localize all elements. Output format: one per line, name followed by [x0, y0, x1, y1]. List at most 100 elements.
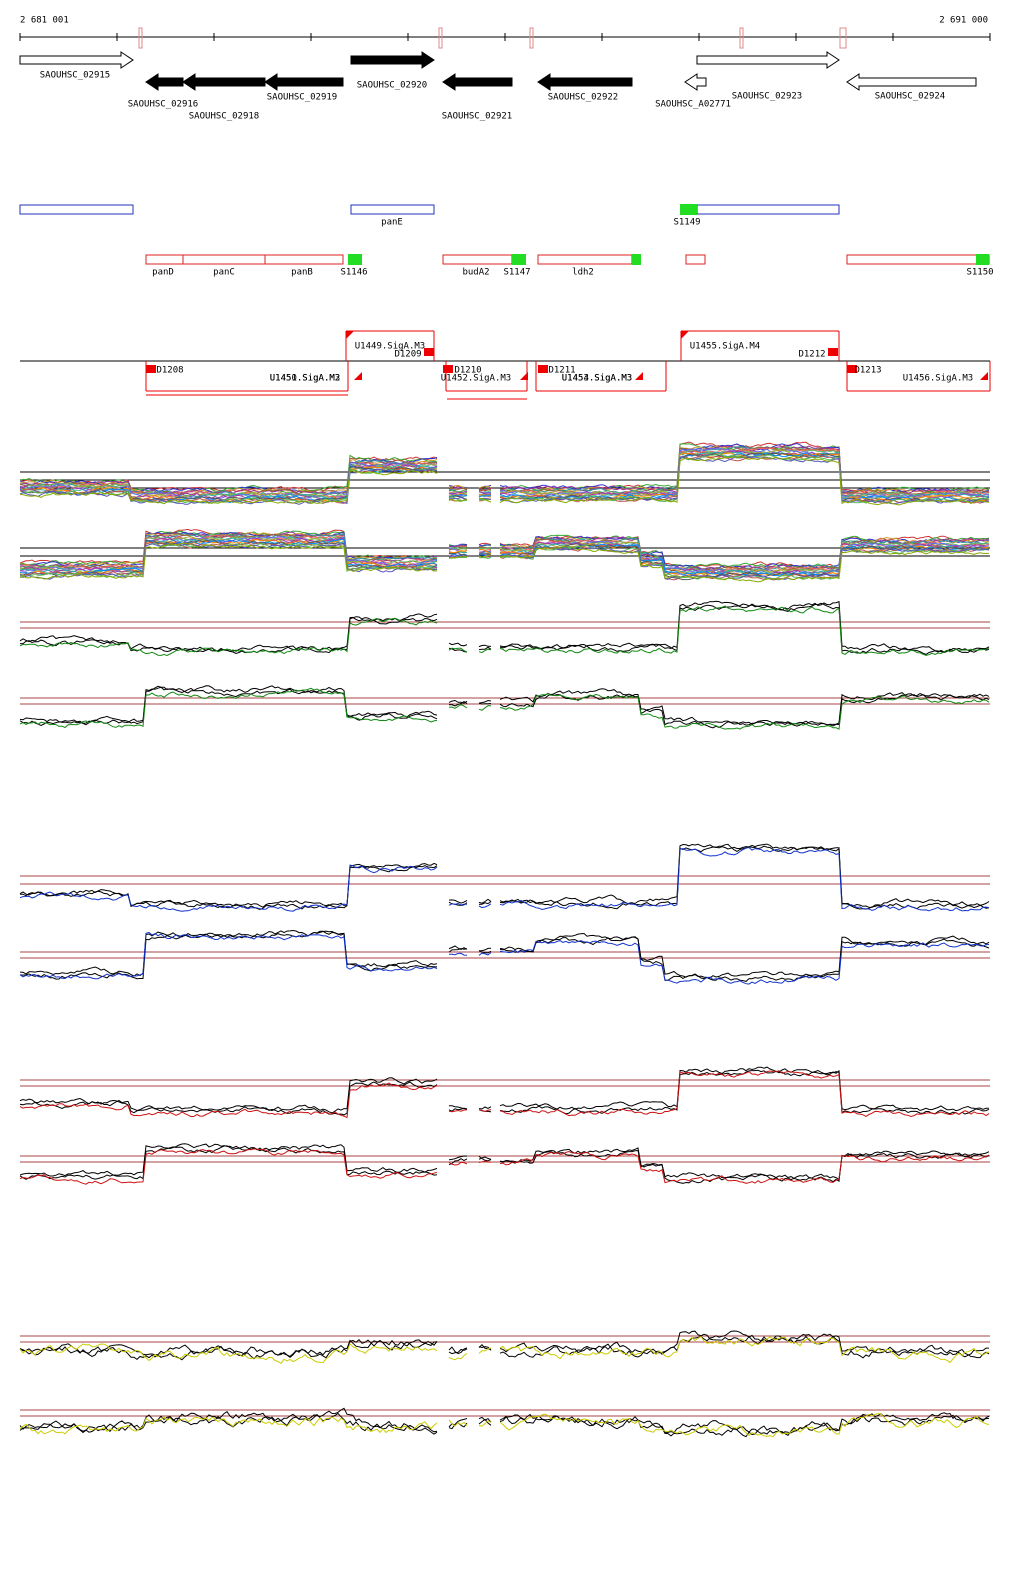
expression-trace [19, 1407, 438, 1434]
gene-arrow [350, 51, 435, 69]
expression-trace [448, 947, 468, 953]
regulatory-label: D1209 [394, 350, 421, 360]
gene-label: SAOUHSC_02922 [548, 93, 618, 103]
terminator [538, 365, 548, 373]
expression-trace [448, 1161, 468, 1166]
operon-box [350, 204, 435, 215]
expression-trace [19, 862, 438, 909]
terminator [828, 348, 838, 356]
expression-trace [499, 932, 990, 979]
ruler-end: 2 691 000 [939, 16, 988, 26]
expression-trace [499, 1149, 990, 1184]
terminator [443, 365, 453, 373]
expression-trace [448, 703, 468, 709]
gene-arrow [684, 73, 707, 91]
expression-trace [19, 931, 438, 980]
sigma-box [680, 204, 697, 215]
operon-box [19, 204, 134, 215]
expression-trace [19, 542, 438, 578]
expression-trace [499, 843, 990, 910]
gene-arrow [442, 73, 513, 91]
expression-trace [478, 646, 492, 651]
regulatory-label: D1212 [798, 350, 825, 360]
ruler-marker [739, 27, 744, 49]
expression-trace [478, 551, 492, 555]
expression-trace [448, 1353, 468, 1361]
expression-trace [499, 535, 990, 569]
expression-trace [499, 846, 990, 912]
expression-trace [499, 1335, 990, 1364]
expression-trace [499, 602, 990, 655]
feature-label: panD [152, 268, 174, 278]
expression-trace [19, 1081, 438, 1116]
gene-arrow [696, 51, 840, 69]
expression-trace [499, 1330, 990, 1359]
expression-trace [499, 843, 990, 909]
expression-trace [19, 863, 438, 911]
expression-trace [19, 469, 438, 505]
expression-trace [19, 685, 438, 726]
ruler-start: 2 681 001 [20, 16, 69, 26]
expression-trace [19, 930, 438, 980]
expression-trace [448, 642, 468, 647]
gene-arrow [19, 51, 134, 69]
expression-trace [19, 1077, 438, 1114]
expression-trace [478, 898, 492, 904]
gene-label: SAOUHSC_02920 [357, 81, 427, 91]
gene-arrow [537, 73, 633, 91]
expression-trace [448, 1155, 468, 1161]
expression-trace [478, 952, 492, 956]
expression-trace [499, 1413, 990, 1438]
expression-trace [448, 496, 468, 502]
expression-trace [478, 544, 492, 547]
expression-trace [478, 487, 492, 492]
gene-label: SAOUHSC_02916 [128, 100, 198, 110]
expression-trace [448, 899, 468, 904]
terminator [424, 348, 434, 356]
regulatory-label: D1213 [854, 366, 881, 376]
ruler-marker [438, 27, 443, 49]
expression-trace [499, 446, 990, 495]
expression-trace [448, 552, 468, 557]
promoter [520, 372, 528, 380]
ruler-marker [138, 27, 143, 49]
gene-label: SAOUHSC_A02771 [655, 100, 731, 110]
expression-trace [448, 555, 468, 559]
regulatory-label: U1456.SigA.M3 [903, 374, 973, 384]
sigma-box [976, 254, 989, 265]
expression-trace [499, 543, 990, 581]
expression-trace [478, 556, 492, 560]
expression-trace [19, 542, 438, 580]
expression-trace [478, 901, 492, 905]
expression-trace [19, 534, 438, 571]
gene-arrow [145, 73, 184, 91]
expression-trace [478, 542, 492, 546]
gene-arrow [846, 73, 977, 91]
expression-trace [499, 688, 990, 727]
expression-trace [478, 547, 492, 550]
operon-label: S1149 [673, 218, 700, 228]
expression-trace [478, 554, 492, 558]
regulatory-label: D1208 [156, 366, 183, 376]
expression-trace [448, 1109, 468, 1113]
operon-box [696, 204, 840, 215]
expression-trace [19, 1145, 438, 1180]
promoter [635, 372, 643, 380]
feature-box [846, 254, 990, 265]
expression-trace [19, 1339, 438, 1359]
expression-trace [19, 538, 438, 576]
expression-trace [499, 693, 990, 730]
expression-trace [448, 952, 468, 956]
expression-trace [448, 490, 468, 495]
feature-box [182, 254, 266, 265]
expression-trace [19, 1416, 438, 1435]
regulatory-label: D1210 [454, 366, 481, 376]
ruler-marker [839, 27, 847, 49]
feature-label: S1147 [503, 268, 530, 278]
expression-trace [499, 1147, 990, 1181]
sigma-box [632, 254, 641, 265]
expression-trace [499, 535, 989, 570]
expression-trace [448, 550, 468, 553]
gene-label: SAOUHSC_02924 [875, 92, 945, 102]
expression-trace [499, 543, 990, 578]
